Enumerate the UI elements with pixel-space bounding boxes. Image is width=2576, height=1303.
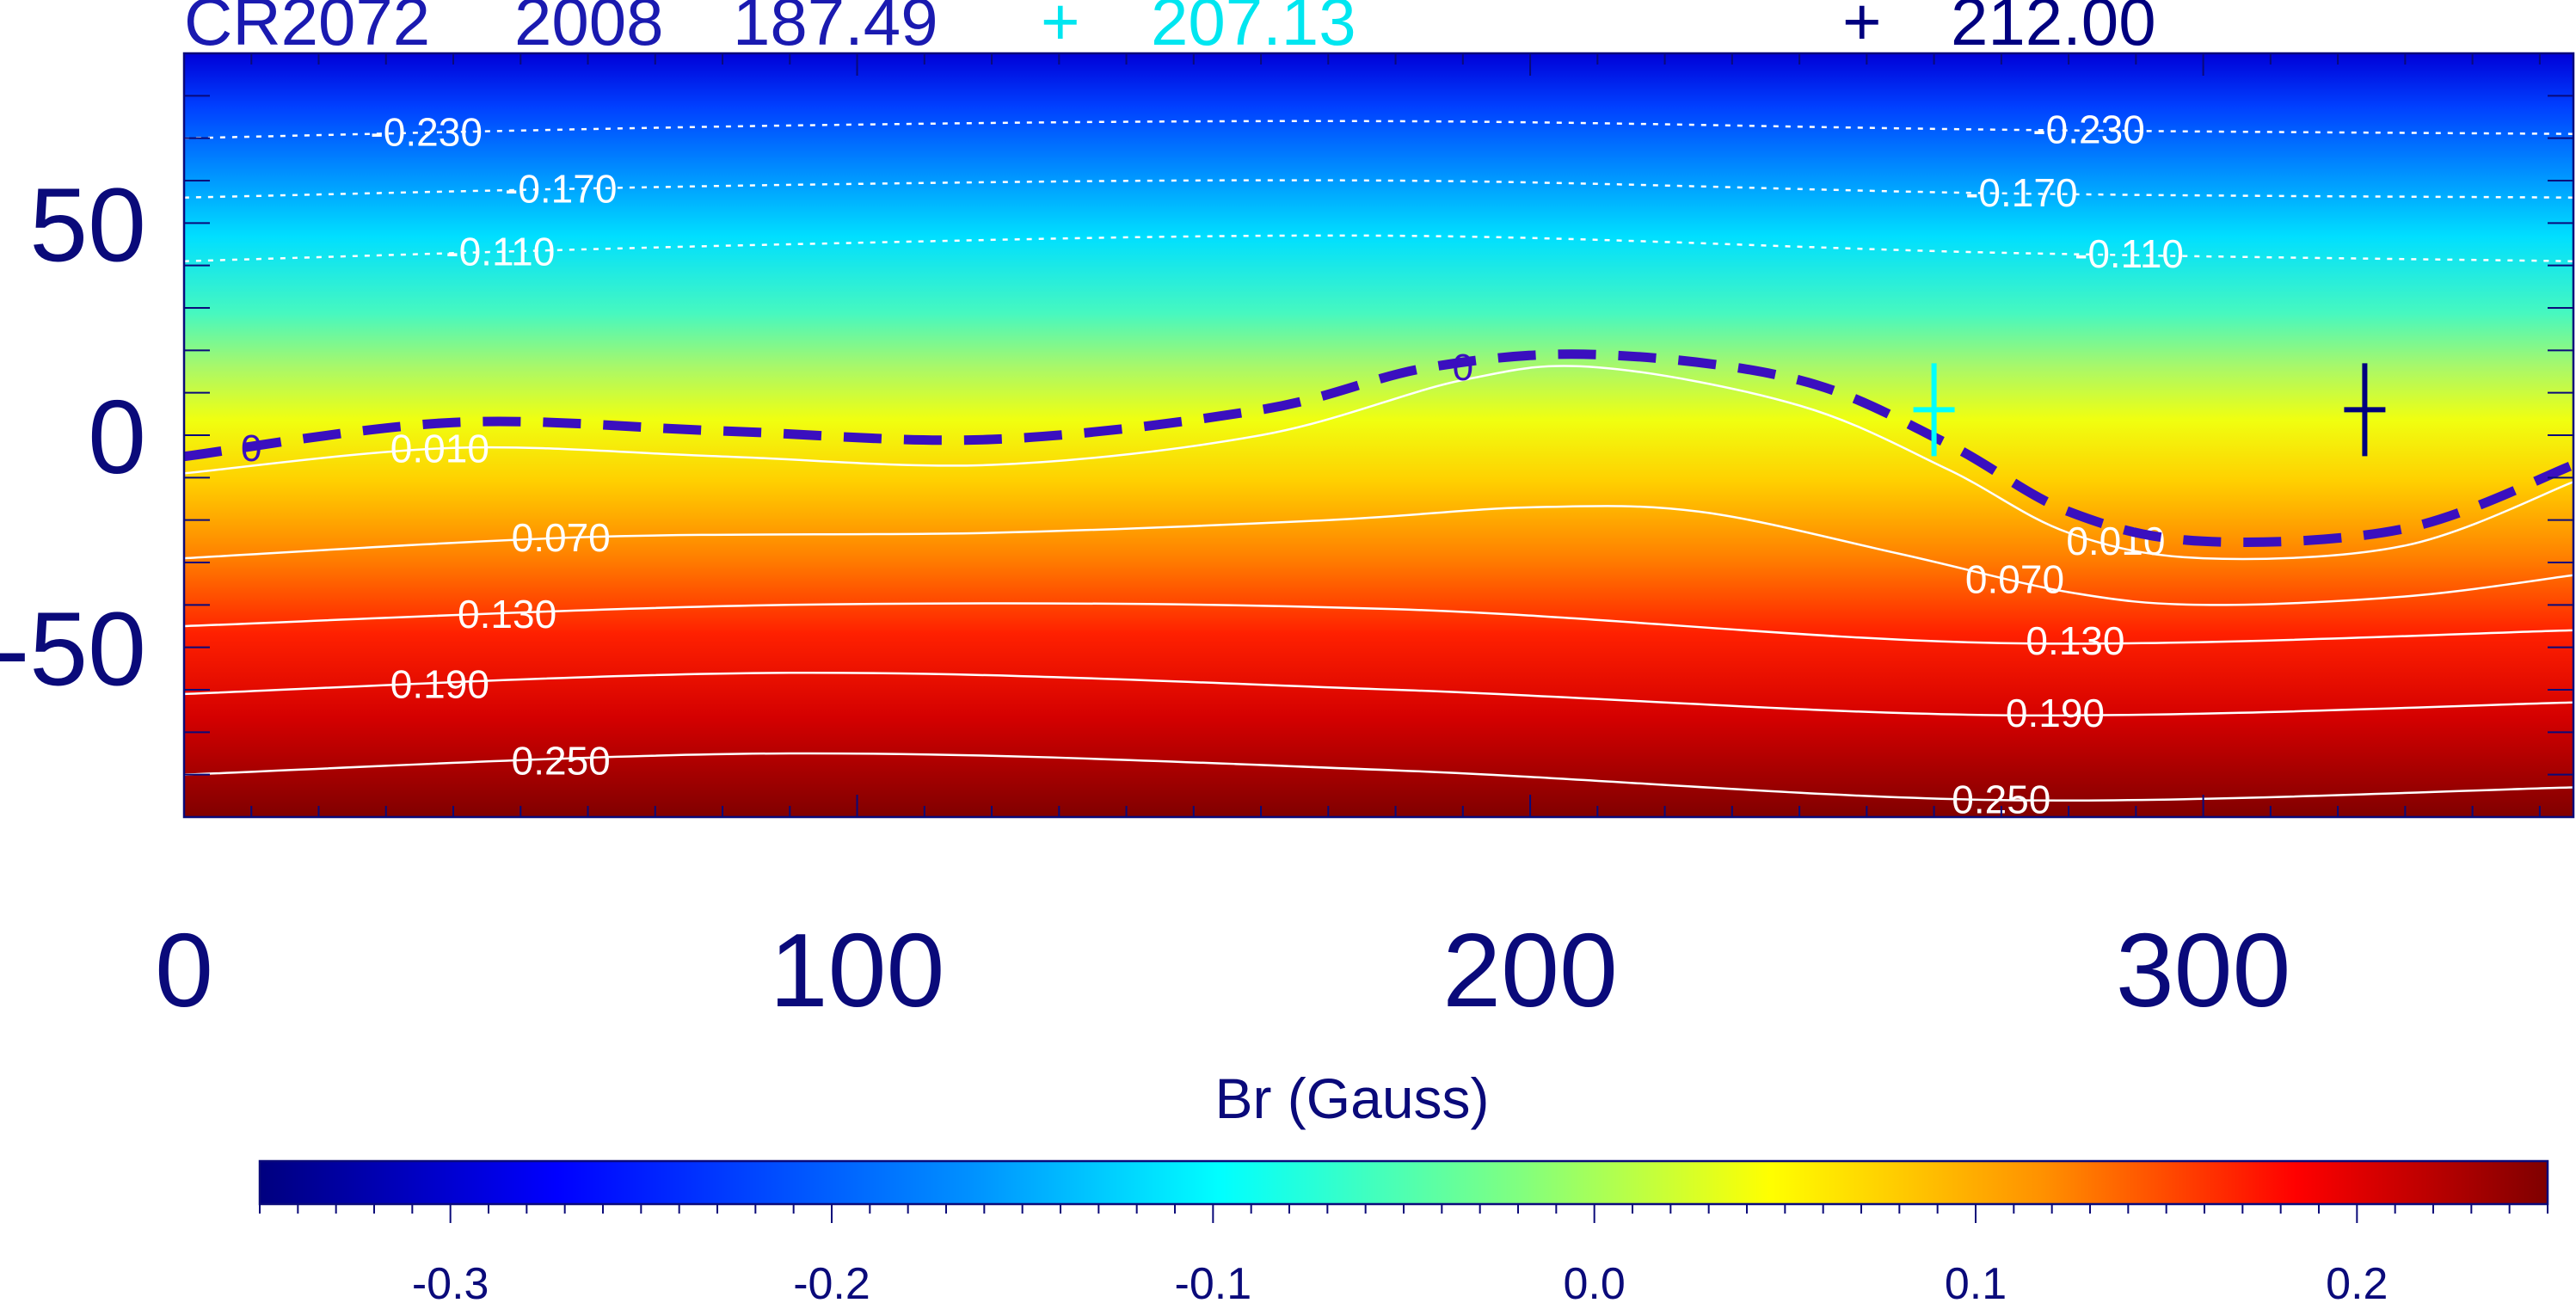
colorbar-tick-label: -0.1: [1175, 1259, 1252, 1303]
header-marker2-value: 212.00: [1951, 0, 2156, 59]
contour-label: -0.170: [505, 167, 617, 212]
contour-label: 0.250: [512, 738, 611, 783]
colorbar-bar: [258, 1159, 2549, 1206]
contour-label: 0.190: [2006, 691, 2105, 735]
header-marker2-symbol: +: [1842, 0, 1882, 59]
position-marker-1: [1913, 363, 1955, 457]
colorbar-tick-label: -0.3: [412, 1259, 489, 1303]
header-marker1-symbol: +: [1041, 0, 1080, 59]
contour-line-0.070: [184, 505, 2573, 606]
position-marker-2: [2344, 363, 2386, 457]
contour-line--0.110: [184, 234, 2573, 262]
x-tick-label: 300: [2116, 912, 2291, 1029]
contour-label: 0.010: [390, 426, 489, 470]
contour-line-0.250: [184, 752, 2573, 802]
contour-label-group: -0.110: [2075, 231, 2184, 276]
contour-label: 0.010: [2066, 519, 2165, 563]
colorbar-tick-label: 0.2: [2326, 1259, 2388, 1303]
contour-label-group: 0.190: [2006, 691, 2105, 735]
contour-label-group: 0.250: [512, 738, 611, 783]
x-tick-label: 100: [770, 912, 945, 1029]
contour-line--0.230: [184, 120, 2573, 139]
colorbar-label: Br (Gauss): [1214, 1066, 1489, 1130]
contour-label: -0.230: [2032, 108, 2144, 152]
contour-label-group: -0.170: [1965, 170, 2077, 215]
contour-label: 0.130: [458, 592, 556, 636]
header-rotation-label: CR2072: [184, 0, 431, 59]
contour-label: 0.070: [512, 515, 611, 560]
contour-label-group: 0.190: [390, 662, 489, 707]
contour-label-group: 0.010: [390, 426, 489, 470]
contour-label: -0.230: [370, 110, 482, 155]
y-tick-label: 50: [29, 166, 146, 283]
neutral-line: [184, 349, 2573, 547]
contour-label-group: 0.130: [458, 592, 556, 636]
contour-label-group: -0.170: [505, 167, 617, 212]
contour-label: 0.130: [2026, 618, 2124, 663]
neutral-line-label: 0: [1453, 347, 1473, 389]
y-tick-label: -50: [0, 591, 146, 708]
contour-line-0.190: [184, 672, 2573, 717]
contour-line--0.170: [184, 179, 2573, 199]
contour-line-0.130: [184, 602, 2573, 645]
colorbar-tick-label: 0.1: [1945, 1259, 2007, 1303]
contour-label: -0.110: [446, 229, 555, 274]
contour-label-group: -0.230: [370, 110, 482, 155]
contour-label: -0.110: [2075, 231, 2184, 276]
contour-label: 0.070: [1965, 556, 2064, 601]
contour-label-group: 0.130: [2026, 618, 2124, 663]
contour-label-group: -0.110: [446, 229, 555, 274]
colorbar-tick-label: -0.2: [793, 1259, 870, 1303]
colorbar-tick-label: 0.0: [1564, 1259, 1626, 1303]
contour-label: -0.170: [1965, 170, 2077, 215]
header-year: 2008: [514, 0, 664, 59]
contour-label-group: 0.070: [1965, 556, 2064, 601]
contour-label-group: -0.230: [2032, 108, 2144, 152]
contour-line-0.010: [184, 365, 2573, 561]
contour-label-group: 0.070: [512, 515, 611, 560]
header-marker1-value: 207.13: [1151, 0, 1356, 59]
contour-label: 0.190: [390, 662, 489, 707]
y-tick-label: 0: [88, 378, 146, 495]
header-value1: 187.49: [733, 0, 938, 59]
x-tick-label: 200: [1442, 912, 1618, 1029]
x-tick-label: 0: [155, 912, 213, 1029]
contour-label-group: 0.010: [2066, 519, 2165, 563]
neutral-line-label: 0: [241, 427, 261, 470]
